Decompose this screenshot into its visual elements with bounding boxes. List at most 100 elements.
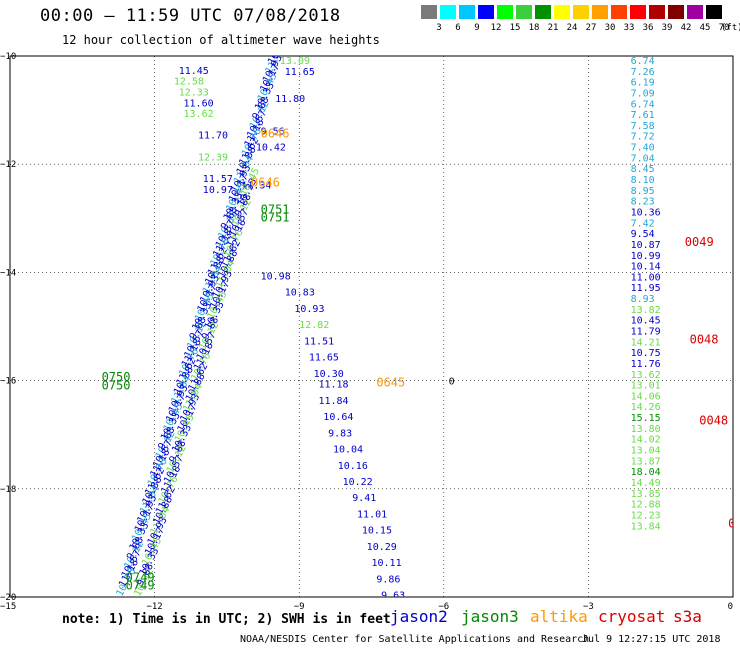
swh-value: 7.40 (631, 143, 655, 154)
swh-value: 11.65 (309, 353, 339, 364)
y-tick-label: −10 (0, 52, 16, 62)
swh-value: 9.56 (261, 126, 285, 137)
swh-value: 8.10 (631, 175, 655, 186)
satellite-altika: altika (530, 607, 588, 626)
swh-value: 7.58 (631, 121, 655, 132)
swh-value: 8.93 (631, 294, 655, 305)
legend-swatch (478, 5, 494, 19)
legend-label: 21 (547, 23, 559, 33)
swh-value: 7.61 (631, 110, 655, 121)
swh-value: 11.34 (241, 180, 271, 191)
swh-value: 10.97 (203, 185, 233, 196)
legend-swatch (535, 5, 551, 19)
swh-value: 10.15 (362, 526, 392, 537)
pass-time-label: 0048 (690, 332, 719, 346)
swh-value: 7.04 (631, 153, 655, 164)
swh-value: 10.36 (631, 207, 661, 218)
swh-value: 10.64 (323, 412, 353, 423)
plot-frame (9, 55, 734, 598)
swh-value: 11.51 (304, 336, 334, 347)
swh-value: 6.74 (631, 99, 655, 110)
swh-value: 13.82 (631, 305, 661, 316)
legend-label: 27 (585, 23, 597, 33)
pass-time-label: 0749 (126, 578, 155, 592)
swh-value: 10.99 (631, 251, 661, 262)
legend-label: 30 (604, 23, 616, 33)
swh-value: 7.26 (631, 67, 655, 78)
legend-label: 12 (490, 23, 502, 33)
satellite-jason2: jason2 (390, 607, 448, 626)
swh-value: 18.04 (631, 467, 661, 478)
swh-value: 6.74 (631, 56, 655, 67)
swh-value: 13.87 (631, 456, 661, 467)
pass-time-label: 0646 (261, 127, 290, 141)
pass-time-label: 0748 (102, 643, 131, 650)
y-tick-label: −12 (0, 160, 16, 170)
legend-label: 33 (623, 23, 635, 33)
swh-value: 10.29 (367, 542, 397, 553)
legend-swatch (630, 5, 646, 19)
swh-value: 7.09 (631, 88, 655, 99)
x-tick-label: −3 (583, 602, 594, 612)
pass-time-label: 0645 (376, 376, 405, 390)
swh-value: 13.62 (631, 370, 661, 381)
swh-value: 9.86 (376, 574, 400, 585)
legend-unit: (ft) (721, 23, 740, 33)
swh-value-swath: 11.62 (269, 26, 293, 58)
swh-value: 14.02 (631, 435, 661, 446)
legend-swatch (421, 5, 437, 19)
data-layer: 6.747.266.197.096.747.617.587.727.407.04… (102, 26, 740, 650)
swh-value: 13.85 (631, 489, 661, 500)
swh-value: 9.63 (381, 591, 405, 602)
swh-value: 10.16 (338, 461, 368, 472)
swh-value: 13.80 (631, 424, 661, 435)
legend-swatch (497, 5, 513, 19)
pass-time-label: 0751 (261, 211, 290, 225)
legend-label: 70 (718, 23, 730, 33)
y-tick-label: −18 (0, 485, 16, 495)
swh-value: 13.04 (631, 446, 661, 457)
swh-value: 8.95 (631, 186, 655, 197)
pass-time-label: 0049 (685, 235, 714, 249)
satellite-cryosat: cryosat (598, 607, 666, 626)
pass-time-label: 0048 (699, 413, 728, 427)
swh-value: 6.19 (631, 78, 655, 89)
swh-value: 10.83 (285, 288, 315, 299)
y-tick-label: −20 (0, 593, 16, 603)
legend-swatch (687, 5, 703, 19)
swh-value: 10.30 (314, 369, 344, 380)
swh-value: 11.70 (198, 131, 228, 142)
swh-value: 7.72 (631, 132, 655, 143)
swh-value: 12.88 (631, 500, 661, 511)
chart-subtitle: 12 hour collection of altimeter wave hei… (62, 33, 380, 47)
swh-value: 14.49 (631, 478, 661, 489)
satellite-s3a: s3a (673, 607, 702, 626)
pass-time-label: 0751 (261, 202, 290, 216)
footnote: note: 1) Time is in UTC; 2) SWH is in fe… (62, 612, 391, 627)
legend-label: 45 (699, 23, 711, 33)
swh-value: 7.42 (631, 218, 655, 229)
x-tick-label: 0 (728, 602, 733, 612)
legend-label: 6 (455, 23, 461, 33)
legend-label: 42 (680, 23, 692, 33)
swh-value: 11.60 (184, 98, 214, 109)
swh-value: 13.09 (280, 56, 310, 67)
swh-value: 9.41 (352, 493, 376, 504)
swh-value: 11.95 (631, 283, 661, 294)
swh-value: 11.84 (318, 396, 348, 407)
timestamp: Jul 9 12:27:15 UTC 2018 (582, 634, 721, 645)
zero-marker: 0 (449, 377, 455, 388)
pass-time-label: 0750 (102, 370, 131, 384)
swh-value: 10.93 (294, 304, 324, 315)
chart-title: 00:00 – 11:59 UTC 07/08/2018 (40, 6, 341, 26)
swh-value: 10.98 (261, 271, 291, 282)
swh-value: 10.22 (343, 477, 373, 488)
swh-value-swath: 10.88 (266, 35, 290, 67)
swh-value: 11.18 (318, 380, 348, 391)
swh-value: 11.01 (357, 509, 387, 520)
swh-value: 13.01 (631, 381, 661, 392)
swh-value: 12.23 (631, 510, 661, 521)
legend-label: 9 (474, 23, 480, 33)
pass-time-label: 004 (728, 516, 740, 530)
